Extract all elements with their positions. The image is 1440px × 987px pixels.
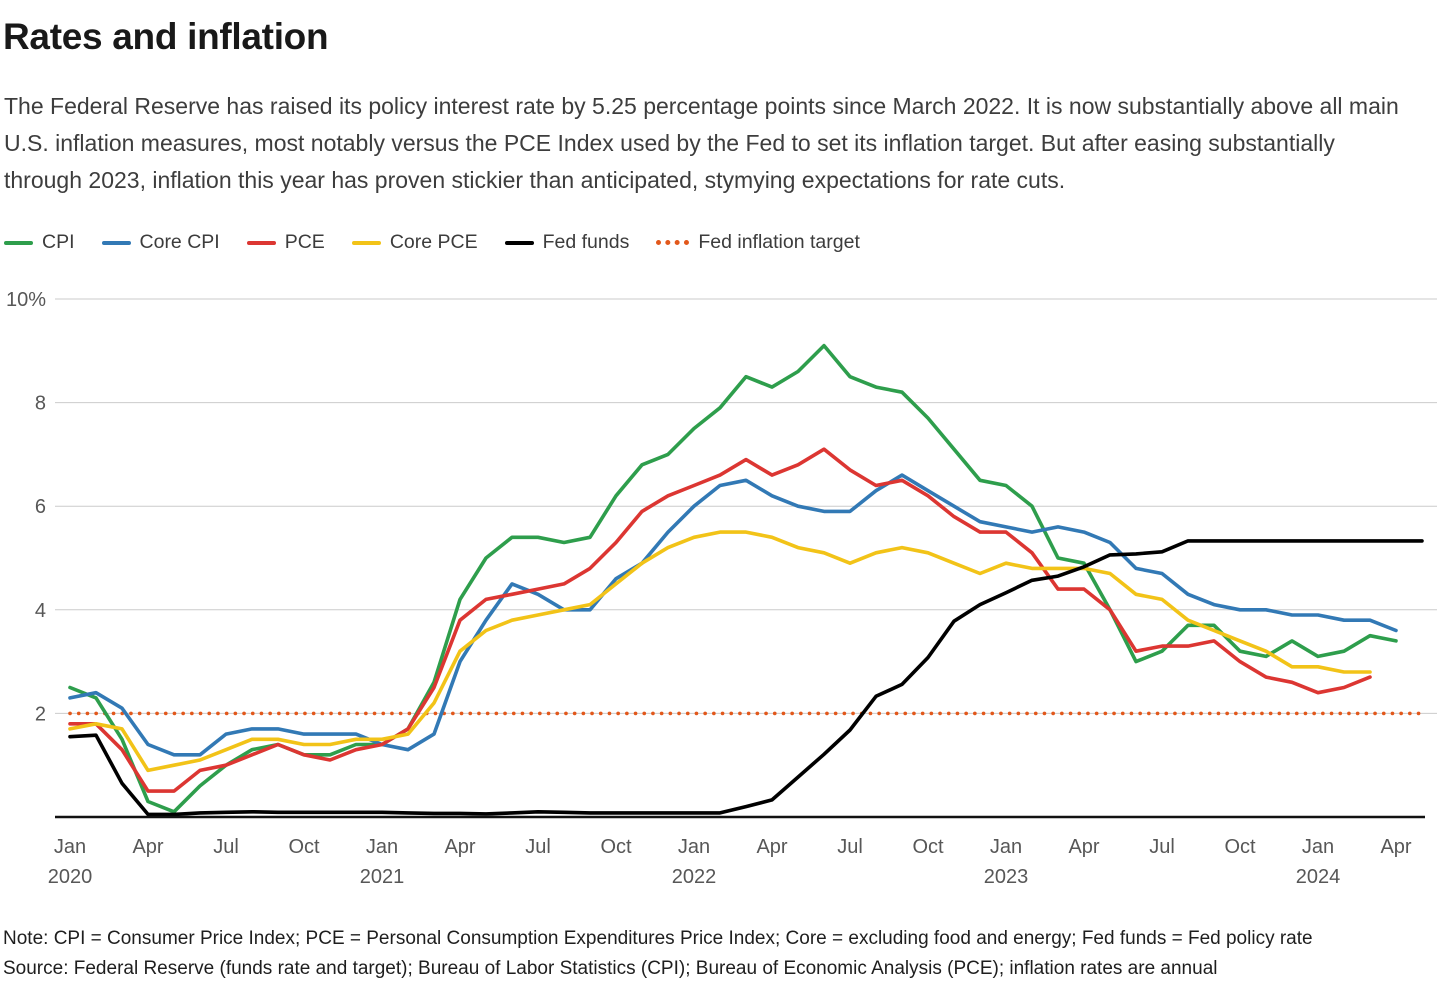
series-line-core-pce	[68, 530, 1372, 773]
legend-label: Fed inflation target	[698, 231, 860, 253]
y-tick-label: 2	[35, 703, 46, 725]
core-pce-swatch-icon	[351, 240, 381, 245]
x-tick-label: Jul	[1149, 836, 1175, 858]
x-tick-year-label: 2023	[984, 866, 1029, 888]
series-line-core-cpi	[68, 473, 1398, 757]
legend-item-pce: PCE	[246, 231, 325, 254]
legend-label: Core PCE	[389, 231, 478, 253]
y-tick-label: 10%	[6, 289, 46, 311]
legend-label: Core CPI	[139, 231, 220, 253]
source-line: Source: Federal Reserve (funds rate and …	[3, 958, 1218, 979]
chart-legend: CPI Core CPI PCE Core PCE Fed funds Fed infla…	[4, 231, 860, 254]
rates-inflation-chart: 10% 8 6 4 2 Jan 2020 Apr Jul Oct Jan 2021 Apr Jul Oct J…	[6, 289, 1437, 888]
x-tick-label: Apr	[444, 836, 475, 858]
x-tick-label: Oct	[288, 836, 320, 858]
legend-label: CPI	[42, 231, 75, 253]
x-tick-label: Jul	[525, 836, 551, 858]
legend-label: PCE	[284, 231, 325, 253]
x-tick-label: Jan	[54, 836, 86, 858]
legend-item-fed-funds: Fed funds	[504, 231, 630, 254]
pce-swatch-icon	[246, 240, 276, 245]
core-cpi-swatch-icon	[101, 240, 131, 245]
legend-item-core-pce: Core PCE	[351, 231, 478, 254]
y-tick-label: 6	[35, 496, 46, 518]
x-tick-label: Apr	[132, 836, 163, 858]
y-tick-label: 4	[35, 600, 46, 622]
chart-subtitle: The Federal Reserve has raised its polic…	[4, 93, 1399, 193]
legend-item-core-cpi: Core CPI	[101, 231, 220, 254]
x-tick-year-label: 2022	[672, 866, 717, 888]
legend-item-fed-inflation-target: Fed inflation target	[656, 231, 860, 254]
y-tick-label: 8	[35, 393, 46, 415]
x-tick-label: Oct	[1224, 836, 1256, 858]
legend-item-cpi: CPI	[4, 231, 75, 254]
cpi-swatch-icon	[4, 240, 33, 245]
x-tick-label: Oct	[912, 836, 944, 858]
page-title: Rates and inflation	[3, 16, 329, 57]
x-tick-label: Jul	[213, 836, 239, 858]
x-tick-label: Jan	[990, 836, 1022, 858]
fed-funds-swatch-icon	[504, 240, 534, 245]
x-tick-label: Apr	[756, 836, 787, 858]
fed-inflation-target-swatch-icon	[656, 240, 690, 245]
series-line-pce	[68, 447, 1372, 793]
x-tick-label: Oct	[600, 836, 632, 858]
x-tick-year-label: 2021	[360, 866, 405, 888]
x-tick-year-label: 2024	[1296, 866, 1341, 888]
series-line-cpi	[68, 343, 1398, 814]
series-line-fed-funds	[68, 539, 1424, 817]
x-tick-label: Jan	[1302, 836, 1334, 858]
x-tick-label: Jan	[366, 836, 398, 858]
x-tick-label: Apr	[1068, 836, 1099, 858]
legend-label: Fed funds	[542, 231, 630, 253]
x-tick-year-label: 2020	[48, 866, 93, 888]
x-tick-label: Apr	[1380, 836, 1411, 858]
x-tick-label: Jan	[678, 836, 710, 858]
footnote: Note: CPI = Consumer Price Index; PCE = …	[3, 928, 1313, 949]
x-tick-label: Jul	[837, 836, 863, 858]
